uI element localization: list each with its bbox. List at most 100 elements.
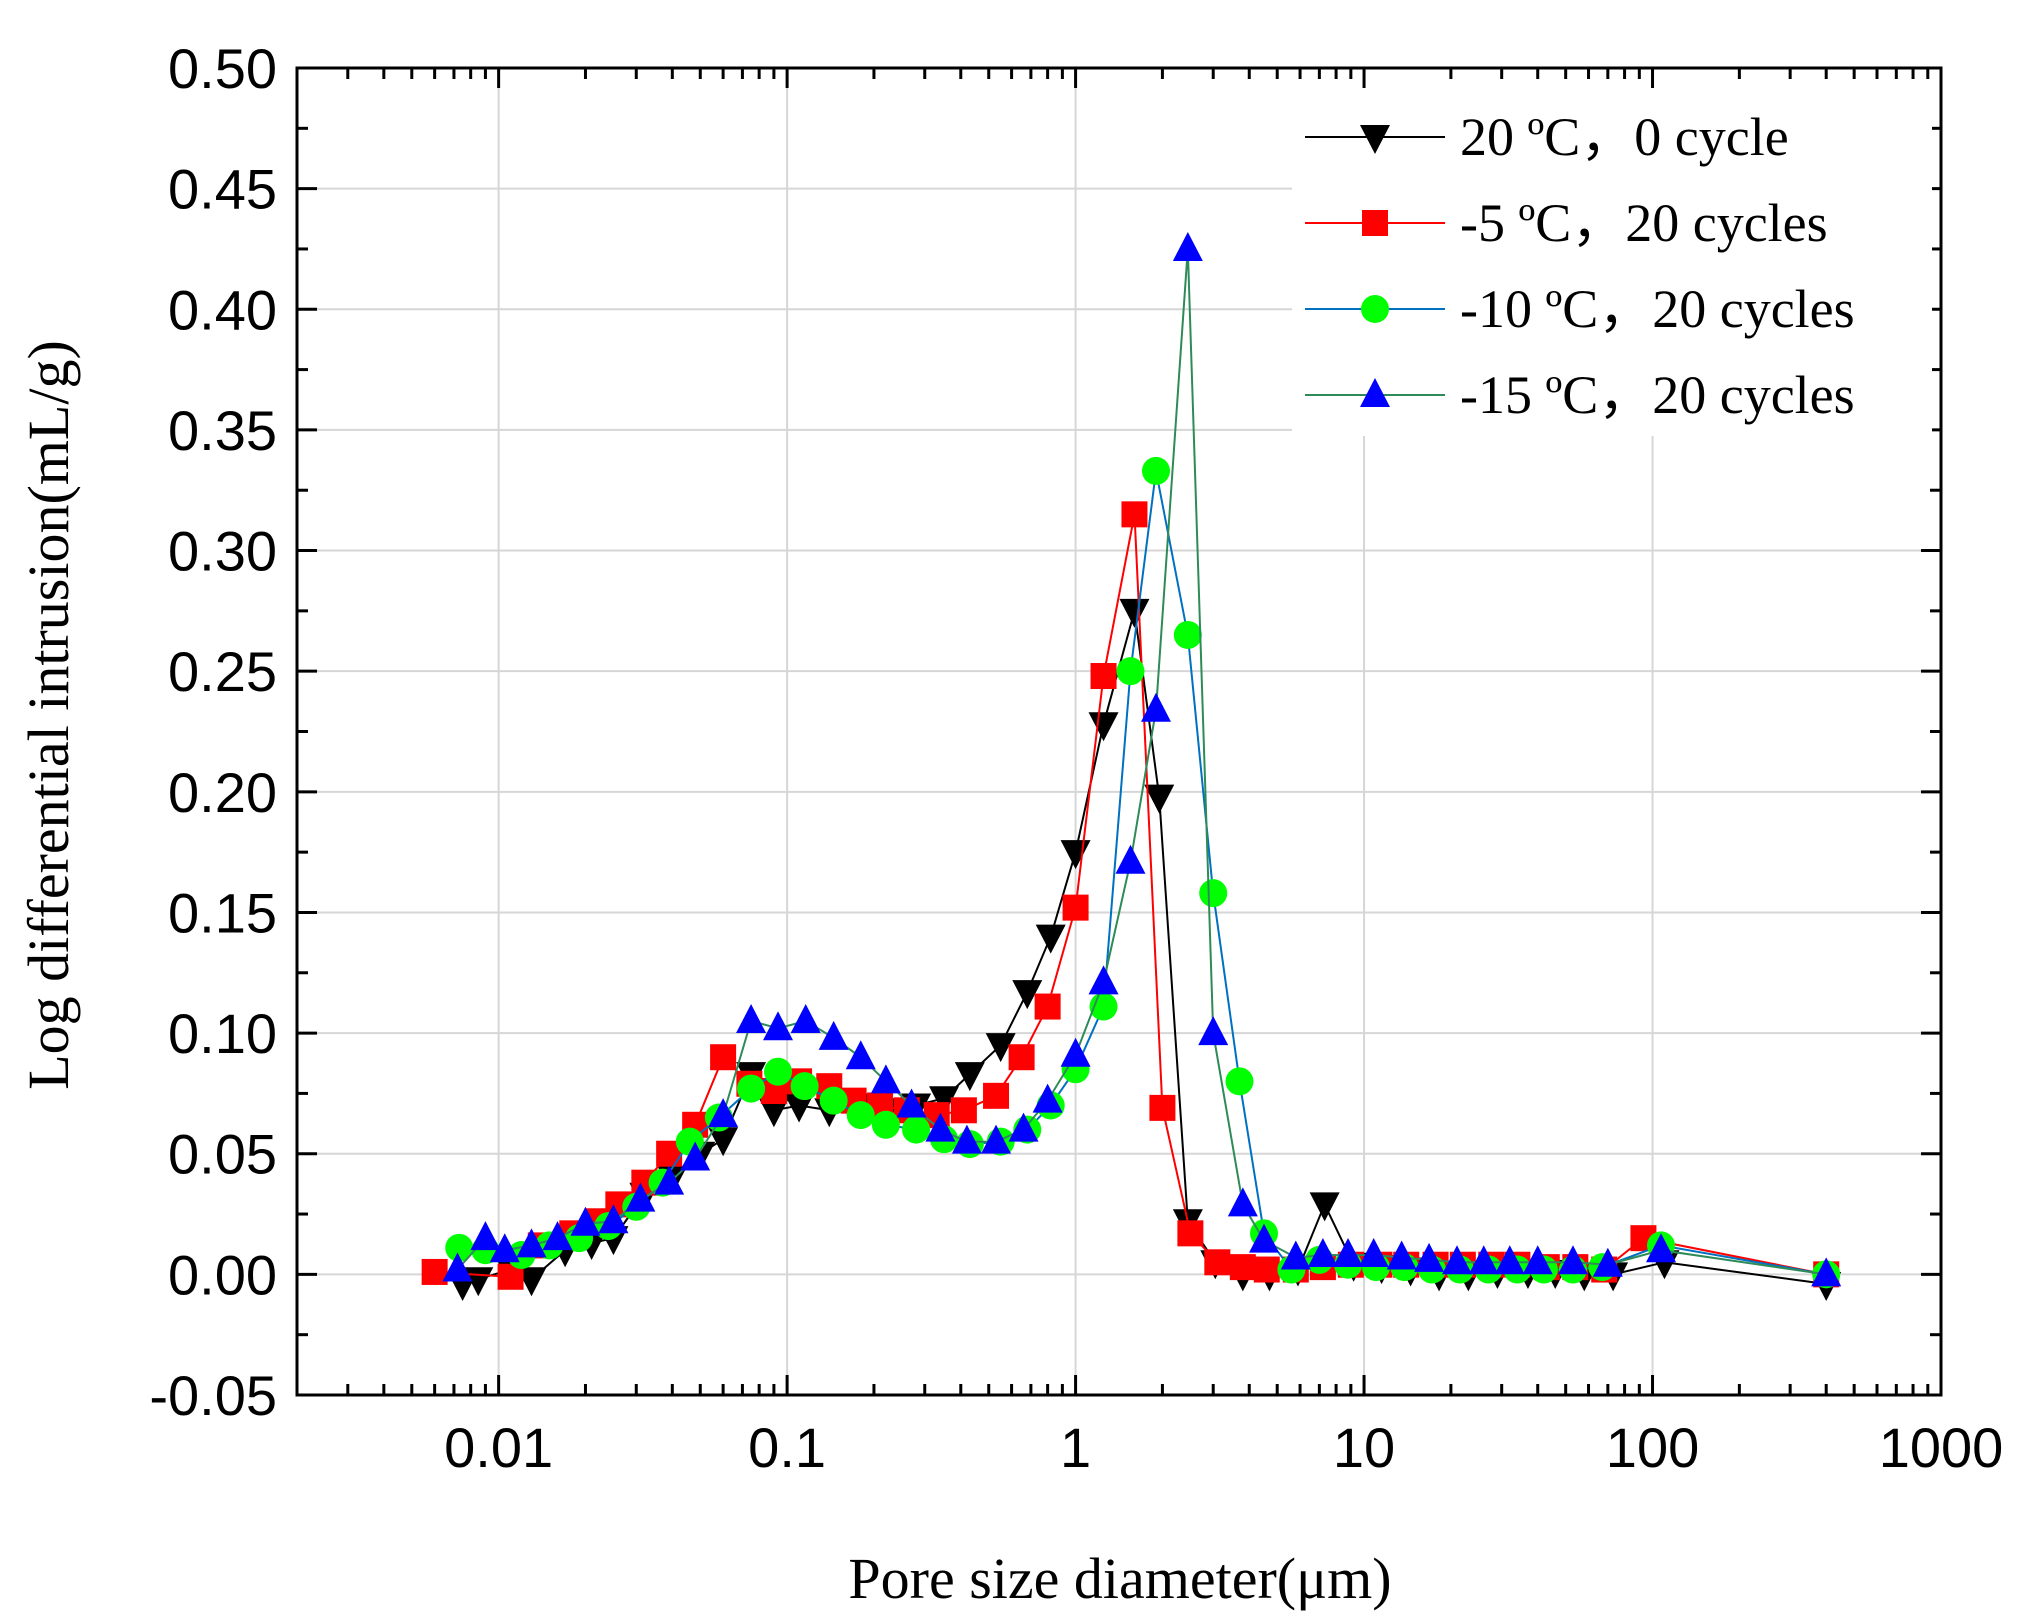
legend: 20 ºC，0 cycle -5 ºC，20 cycles -10 ºC，20 cy…: [1292, 88, 1932, 436]
data-point: [1177, 1220, 1204, 1247]
x-tick-label: 100: [1606, 1416, 1699, 1479]
x-tick-label: 10: [1333, 1416, 1395, 1479]
data-point: [1121, 501, 1148, 528]
data-point: [1141, 456, 1170, 485]
data-point: [758, 1098, 789, 1128]
y-tick-label: -0.05: [149, 1364, 277, 1427]
y-tick-label: 0.05: [168, 1123, 277, 1186]
data-point: [1358, 1238, 1389, 1268]
data-point: [983, 1082, 1010, 1109]
y-tick-label: 0.10: [168, 1002, 277, 1065]
data-point: [1494, 1245, 1525, 1275]
y-tick-label: 0.50: [168, 37, 277, 100]
data-point: [470, 1221, 501, 1251]
data-point: [1333, 1238, 1364, 1268]
legend-label: 20 ºC，0 cycle: [1460, 107, 1789, 167]
x-tick-label: 0.1: [748, 1416, 826, 1479]
data-point: [1199, 879, 1228, 908]
data-point: [1227, 1187, 1258, 1217]
legend-marker: [1361, 295, 1389, 323]
data-point: [845, 1040, 876, 1070]
legend-label: -10 ºC，20 cycles: [1460, 279, 1855, 339]
data-point: [1116, 657, 1145, 686]
data-point: [1008, 1112, 1039, 1142]
data-point: [1060, 1037, 1091, 1067]
data-point: [489, 1233, 520, 1263]
data-point: [1204, 1249, 1231, 1276]
data-point: [1034, 993, 1061, 1020]
data-point: [710, 1044, 737, 1071]
y-axis-title: Log differential intrusion(mL/g): [16, 340, 81, 1090]
data-point: [1090, 663, 1117, 690]
data-point: [1592, 1247, 1623, 1277]
data-point: [1088, 965, 1119, 995]
data-point: [981, 1124, 1012, 1154]
axes: 0.01 0.1 1 10 100 1000 -0.05 0.00 0.05 0.10 0.15 0.…: [149, 37, 2003, 1479]
data-point: [784, 1093, 815, 1123]
data-point: [1522, 1245, 1553, 1275]
legend-background: [1292, 88, 1932, 436]
data-point: [1646, 1233, 1677, 1263]
y-tick-label: 0.30: [168, 520, 277, 583]
data-point: [763, 1011, 794, 1041]
data-point: [896, 1088, 927, 1118]
data-point: [737, 1074, 766, 1103]
data-point: [929, 1086, 960, 1116]
data-point: [1225, 1067, 1254, 1096]
legend-marker: [1360, 125, 1390, 154]
data-point: [736, 1004, 767, 1034]
data-point: [1249, 1223, 1280, 1253]
data-point: [846, 1101, 875, 1130]
legend-label: -5 ºC，20 cycles: [1460, 193, 1828, 253]
y-tick-label: 0.20: [168, 761, 277, 824]
data-point: [1280, 1240, 1311, 1270]
data-point: [708, 1098, 739, 1128]
data-point: [925, 1112, 956, 1142]
data-point: [1468, 1245, 1499, 1275]
data-point: [1309, 1192, 1340, 1222]
series-3: [442, 231, 1842, 1287]
data-point: [819, 1086, 848, 1115]
y-tick-label: 0.40: [168, 278, 277, 341]
x-axis-title: Pore size diameter(μm): [848, 1546, 1391, 1611]
data-point: [1035, 924, 1066, 954]
data-point: [1811, 1257, 1842, 1287]
data-point: [570, 1206, 601, 1236]
data-point: [1115, 844, 1146, 874]
data-point: [790, 1004, 821, 1034]
x-tick-label: 0.01: [444, 1416, 553, 1479]
y-tick-label: 0.25: [168, 640, 277, 703]
data-point: [598, 1204, 629, 1234]
data-point: [1119, 598, 1150, 628]
legend-marker: [1362, 210, 1388, 236]
data-point: [1008, 1044, 1035, 1071]
data-point: [1032, 1083, 1063, 1113]
x-tick-label: 1: [1060, 1416, 1091, 1479]
data-point: [1140, 692, 1171, 722]
x-tick-label: 1000: [1879, 1416, 2004, 1479]
data-point: [951, 1124, 982, 1154]
data-point: [516, 1228, 547, 1258]
data-point: [1198, 1016, 1229, 1046]
data-point: [1253, 1256, 1280, 1283]
data-point: [818, 1020, 849, 1050]
data-point: [445, 1233, 474, 1262]
y-tick-label: 0.15: [168, 881, 277, 944]
y-tick-label: 0.45: [168, 158, 277, 221]
data-point: [764, 1057, 793, 1086]
data-point: [871, 1110, 900, 1139]
data-point: [542, 1221, 573, 1251]
data-point: [1557, 1245, 1588, 1275]
data-point: [1307, 1238, 1338, 1268]
data-point: [708, 1127, 739, 1157]
data-point: [1173, 620, 1202, 649]
data-point: [870, 1064, 901, 1094]
data-point: [1012, 980, 1043, 1010]
legend-marker: [1360, 378, 1390, 407]
data-point: [950, 1097, 977, 1124]
data-point: [954, 1062, 985, 1092]
data-point: [1414, 1242, 1445, 1272]
y-tick-label: 0.00: [168, 1243, 277, 1306]
data-series: [421, 231, 1842, 1302]
